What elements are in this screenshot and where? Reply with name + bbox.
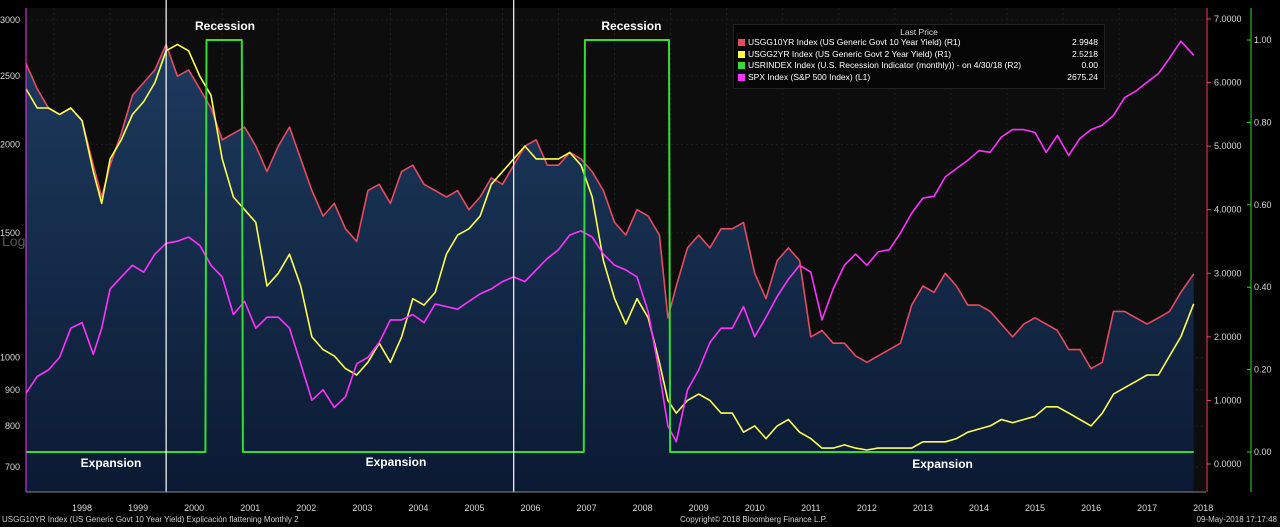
left-axis-label: Log (2, 233, 26, 249)
legend-swatch-10yr (738, 39, 745, 46)
annotations: Recession Recession Expansion Expansion Expa… (81, 19, 973, 471)
right1-tick-label: 3.0000 (1214, 268, 1242, 278)
x-tick-label: 2002 (296, 503, 316, 513)
legend-label: USGG2YR Index (US Generic Govt 2 Year Yi… (748, 48, 952, 59)
legend-item-10yr: USGG10YR Index (US Generic Govt 10 Year … (734, 37, 1104, 49)
footer-left: USGG10YR Index (US Generic Govt 10 Year … (2, 515, 299, 524)
x-tick-label: 2016 (1081, 503, 1101, 513)
right1-tick-label: 2.0000 (1214, 332, 1242, 342)
legend-header: Last Price (900, 27, 938, 37)
right2-tick-label: 0.20 (1254, 365, 1272, 375)
legend: Last Price USGG10YR Index (US Generic Go… (733, 24, 1105, 89)
right2-tick-label: 0.40 (1254, 282, 1272, 292)
left-tick-label: 1000 (0, 352, 20, 362)
x-tick-label: 2009 (689, 503, 709, 513)
series-line-USRINDEX (26, 39, 1194, 453)
area-fill-group (26, 44, 1194, 493)
legend-item-spx: SPX Index (S&P 500 Index) (L1) 2675.24 (734, 72, 1104, 84)
recession-markers (165, 0, 515, 492)
recession-label: Recession (601, 19, 661, 33)
legend-value: 2675.24 (1067, 71, 1098, 82)
x-tick-label: 2012 (857, 503, 877, 513)
x-tick-label: 1998 (72, 503, 92, 513)
legend-label: SPX Index (S&P 500 Index) (L1) (748, 71, 871, 82)
x-tick-label: 2017 (1137, 503, 1157, 513)
right1-tick-label: 5.0000 (1214, 141, 1242, 151)
right1-tick-label: 6.0000 (1214, 78, 1242, 88)
x-tick-label: 2005 (464, 503, 484, 513)
legend-swatch-recession (738, 62, 745, 69)
legend-value: 2.5218 (1072, 48, 1098, 59)
x-tick-label: 2013 (913, 503, 933, 513)
left-tick-label: 900 (5, 385, 20, 395)
series-lines (25, 39, 1195, 453)
legend-item-recession: USRINDEX Index (U.S. Recession Indicator… (734, 60, 1104, 72)
left-tick-label: 2500 (0, 71, 20, 81)
x-tick-label: 2006 (520, 503, 540, 513)
x-tick-label: 2000 (184, 503, 204, 513)
right1-tick-label: 0.0000 (1214, 459, 1242, 469)
left-tick-label: 800 (5, 421, 20, 431)
legend-label: USGG10YR Index (US Generic Govt 10 Year … (748, 37, 961, 47)
x-tick-label: 2014 (969, 503, 989, 513)
x-tick-label: 2004 (408, 503, 428, 513)
left-tick-label: 1500 (0, 228, 20, 238)
series-line-SPX (25, 40, 1195, 443)
x-tick-label: 2018 (1193, 503, 1213, 513)
expansion-label: Expansion (366, 455, 427, 469)
x-tick-label: 2003 (352, 503, 372, 513)
legend-item-2yr: USGG2YR Index (US Generic Govt 2 Year Yi… (734, 49, 1104, 61)
x-tick-label: 1999 (128, 503, 148, 513)
expansion-label: Expansion (912, 457, 973, 471)
x-tick-label: 2010 (745, 503, 765, 513)
x-tick-label: 2007 (577, 503, 597, 513)
footer-copyright: Copyright© 2018 Bloomberg Finance L.P. (680, 515, 828, 524)
x-tick-label: 2008 (633, 503, 653, 513)
legend-value: 2.9948 (1072, 37, 1098, 47)
right2-tick-label: 0.00 (1254, 447, 1272, 457)
right2-tick-label: 0.60 (1254, 200, 1272, 210)
recession-label: Recession (195, 19, 255, 33)
x-tick-label: 2011 (801, 503, 820, 513)
axes: 1998 1999 2000 2001 2002 2003 2004 2005 2006 2007… (0, 8, 1272, 513)
footer-timestamp: 09-May-2018 17:17:48 (1196, 515, 1278, 524)
right2-tick-label: 0.80 (1254, 117, 1272, 127)
left-tick-label: 700 (5, 462, 20, 472)
right1-tick-label: 4.0000 (1214, 205, 1242, 215)
right1-tick-label: 7.0000 (1214, 14, 1242, 24)
legend-label: USRINDEX Index (U.S. Recession Indicator… (748, 60, 1022, 70)
legend-value: 0.00 (1081, 60, 1098, 70)
x-tick-label: 2001 (240, 503, 260, 513)
legend-swatch-spx (738, 73, 745, 81)
expansion-label: Expansion (81, 456, 142, 470)
series-area-USGG10YR (26, 44, 1194, 493)
left-tick-label: 3000 (0, 15, 20, 25)
series-line-USGG2YR (25, 43, 1195, 451)
right1-tick-label: 1.0000 (1214, 395, 1242, 405)
legend-swatch-2yr (738, 50, 745, 58)
x-tick-label: 2015 (1025, 503, 1045, 513)
right2-tick-label: 1.00 (1254, 35, 1272, 45)
left-tick-label: 2000 (0, 140, 20, 150)
